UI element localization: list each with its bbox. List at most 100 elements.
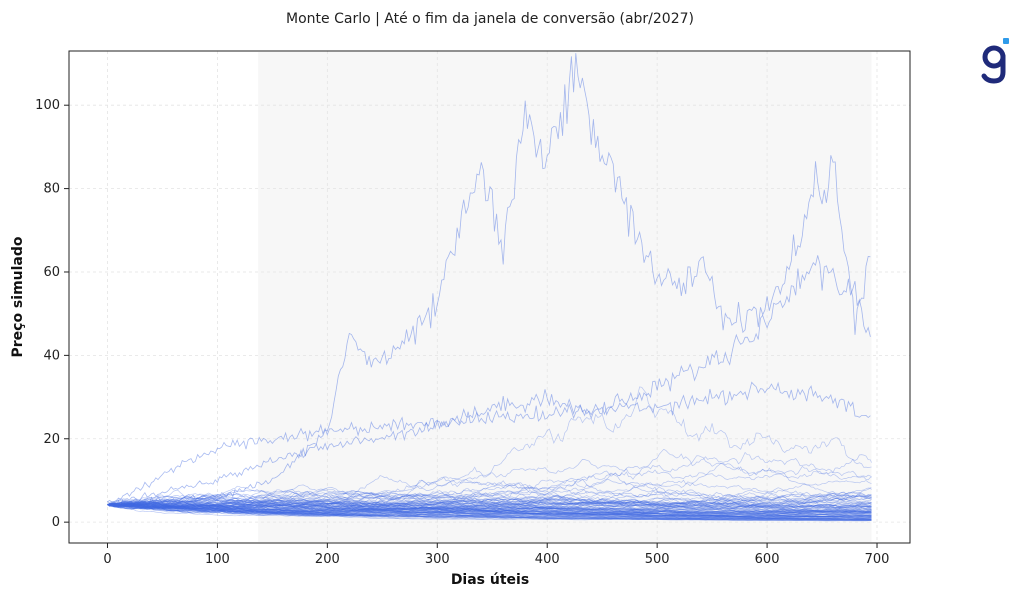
simulated-path	[107, 484, 872, 512]
simulated-path	[107, 491, 872, 510]
simulated-path	[107, 504, 872, 516]
x-axis-title: Dias úteis	[451, 572, 529, 588]
brand-logo-icon	[981, 38, 1009, 84]
simulated-path	[107, 503, 872, 519]
simulated-path	[107, 503, 872, 520]
simulated-path	[107, 499, 872, 512]
simulated-path	[107, 386, 872, 508]
simulated-path	[107, 502, 872, 517]
simulated-path	[107, 488, 872, 510]
x-tick-label: 0	[103, 552, 111, 567]
chart-title: Monte Carlo | Até o fim da janela de con…	[286, 11, 694, 27]
simulated-path	[107, 486, 872, 510]
simulated-path	[107, 462, 872, 507]
simulated-path	[107, 504, 872, 518]
x-tick-label: 100	[205, 552, 230, 567]
y-tick-label: 40	[43, 348, 60, 363]
simulated-path	[107, 503, 872, 517]
y-tick-label: 100	[35, 98, 60, 113]
y-axis-ticks: 0 20 40 60 80 100	[35, 98, 69, 530]
simulated-path	[107, 500, 872, 513]
logo-tail	[981, 53, 1006, 84]
x-tick-label: 300	[425, 552, 450, 567]
simulated-path	[107, 496, 872, 519]
simulated-path	[107, 496, 872, 512]
simulated-path	[107, 499, 872, 512]
simulated-path	[107, 501, 872, 519]
simulated-path	[107, 504, 872, 519]
conversion-window-shade	[258, 52, 872, 542]
simulated-path	[107, 501, 872, 511]
x-tick-label: 500	[645, 552, 670, 567]
simulated-path	[107, 499, 872, 512]
simulated-path	[107, 494, 872, 511]
simulated-path	[107, 487, 872, 510]
simulated-path	[107, 501, 872, 520]
logo-bowl	[982, 45, 1006, 69]
x-tick-label: 400	[535, 552, 560, 567]
simulated-path	[107, 485, 872, 515]
simulated-path	[107, 503, 872, 519]
simulated-path	[107, 503, 872, 520]
simulated-path	[107, 497, 872, 520]
y-tick-label: 60	[43, 265, 60, 280]
simulated-path	[107, 448, 872, 507]
simulated-path	[107, 504, 872, 521]
simulated-path	[107, 478, 872, 507]
simulated-path	[107, 504, 872, 516]
simulated-path	[107, 503, 872, 514]
simulated-path	[107, 500, 872, 520]
simulated-path	[107, 503, 872, 515]
simulated-path	[107, 491, 872, 514]
simulated-path	[107, 499, 872, 512]
simulated-path	[107, 500, 872, 513]
y-tick-label: 0	[52, 515, 60, 530]
simulated-path	[107, 499, 872, 511]
simulated-path	[107, 502, 872, 521]
simulated-path	[107, 502, 872, 522]
x-axis-ticks: 0 100 200 300 400 500 600 700	[103, 543, 889, 567]
simulated-path	[107, 494, 872, 520]
simulated-path	[107, 498, 872, 518]
x-tick-label: 200	[315, 552, 340, 567]
simulated-path	[107, 502, 872, 514]
grid-lines	[69, 51, 910, 543]
x-tick-label: 600	[755, 552, 780, 567]
simulated-path	[107, 498, 872, 514]
simulated-path	[107, 489, 872, 508]
simulated-path	[107, 504, 872, 521]
y-tick-label: 20	[43, 432, 60, 447]
simulated-path	[107, 504, 872, 515]
simulated-path	[107, 504, 872, 521]
plot-frame	[68, 50, 911, 544]
simulated-path	[107, 502, 872, 518]
simulated-path	[107, 498, 872, 520]
simulated-path	[107, 501, 872, 521]
simulated-path	[107, 497, 872, 514]
simulated-path	[107, 504, 872, 517]
simulated-path	[107, 494, 872, 513]
simulated-path	[107, 503, 872, 515]
x-tick-label: 700	[865, 552, 890, 567]
simulated-path	[107, 503, 872, 521]
simulated-path	[107, 455, 872, 509]
simulated-path	[107, 495, 872, 517]
y-axis-title: Preço simulado	[10, 236, 26, 357]
simulated-path	[107, 473, 872, 509]
simulated-path	[107, 497, 872, 512]
simulated-path	[107, 499, 872, 520]
simulated-path	[107, 501, 872, 515]
y-tick-label: 80	[43, 182, 60, 197]
simulated-path	[107, 501, 872, 516]
simulated-path	[107, 502, 872, 518]
simulated-path	[107, 487, 872, 513]
simulated-path	[107, 502, 872, 512]
simulated-paths	[107, 53, 872, 522]
logo-accent	[1003, 38, 1009, 44]
simulated-path	[107, 489, 872, 510]
shaded-window	[258, 52, 872, 542]
simulated-path	[107, 494, 872, 516]
simulated-path	[107, 486, 872, 508]
simulated-path	[107, 487, 872, 514]
simulated-path-extreme	[107, 53, 871, 506]
